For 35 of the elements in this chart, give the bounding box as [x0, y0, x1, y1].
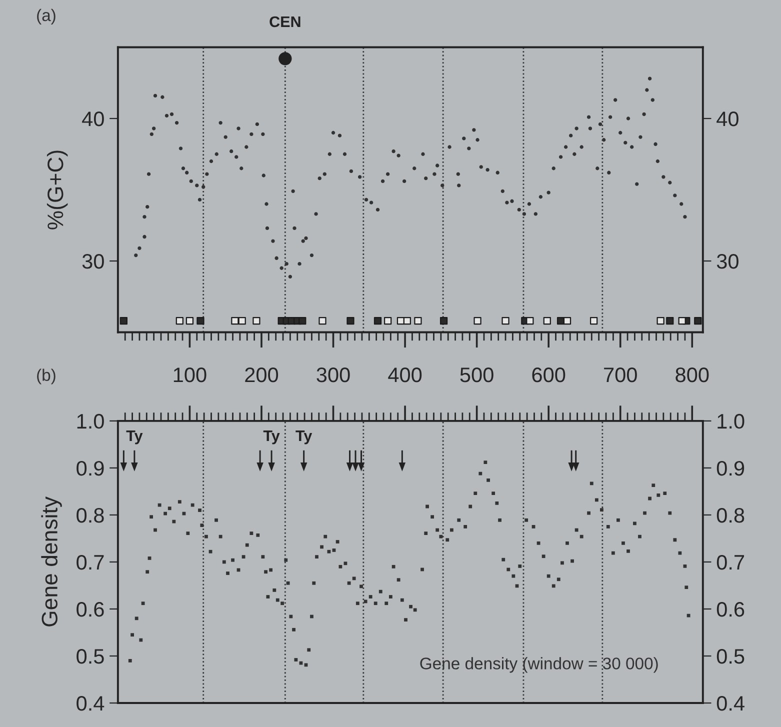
x-tick-label: 100 — [174, 368, 206, 382]
x-tick-label: 700 — [604, 368, 637, 382]
y2-tick-label: 0.7 — [716, 554, 744, 570]
y-axis-title: Gene density — [41, 496, 62, 626]
y2-tick-label: 30 — [716, 254, 738, 269]
y2-tick-label: 0.9 — [716, 460, 744, 476]
y2-tick-label: 0.4 — [716, 696, 744, 711]
data-label: Ty — [263, 430, 280, 444]
x-tick-label: 300 — [316, 368, 350, 382]
y-tick-label: 0.7 — [76, 554, 104, 570]
data-label: Ty — [126, 430, 143, 444]
y-tick-label: 0.8 — [76, 508, 104, 523]
chart-title: (b) — [37, 368, 56, 384]
y2-tick-label: 1.0 — [718, 414, 744, 429]
y2-tick-label: 0.8 — [716, 508, 744, 523]
y2-tick-label: 0.5 — [716, 649, 744, 664]
annotation: Gene density (window = 30 000) — [420, 657, 658, 673]
y-tick-label: 0.6 — [76, 602, 104, 617]
y-axis-title: %(G+C) — [46, 150, 68, 230]
data-label: Ty — [296, 430, 312, 444]
x-tick-label: 500 — [460, 368, 494, 382]
x-tick-label: 800 — [676, 368, 709, 382]
x-tick-label: 600 — [532, 368, 566, 382]
y2-tick-label: 40 — [716, 112, 738, 126]
x-tick-label: 200 — [245, 368, 278, 382]
ref-line-label: CEN — [270, 16, 300, 28]
x-tick-label: 400 — [388, 368, 422, 382]
y-tick-label: 0.4 — [76, 696, 104, 711]
y-tick-label: 1.0 — [77, 414, 104, 429]
y-tick-label: 30 — [82, 254, 104, 269]
y-tick-label: 0.5 — [76, 649, 104, 664]
y-tick-label: 0.9 — [76, 460, 104, 476]
chart-title: (a) — [37, 8, 56, 24]
y2-tick-label: 0.6 — [716, 602, 744, 617]
y-tick-label: 40 — [82, 112, 104, 126]
